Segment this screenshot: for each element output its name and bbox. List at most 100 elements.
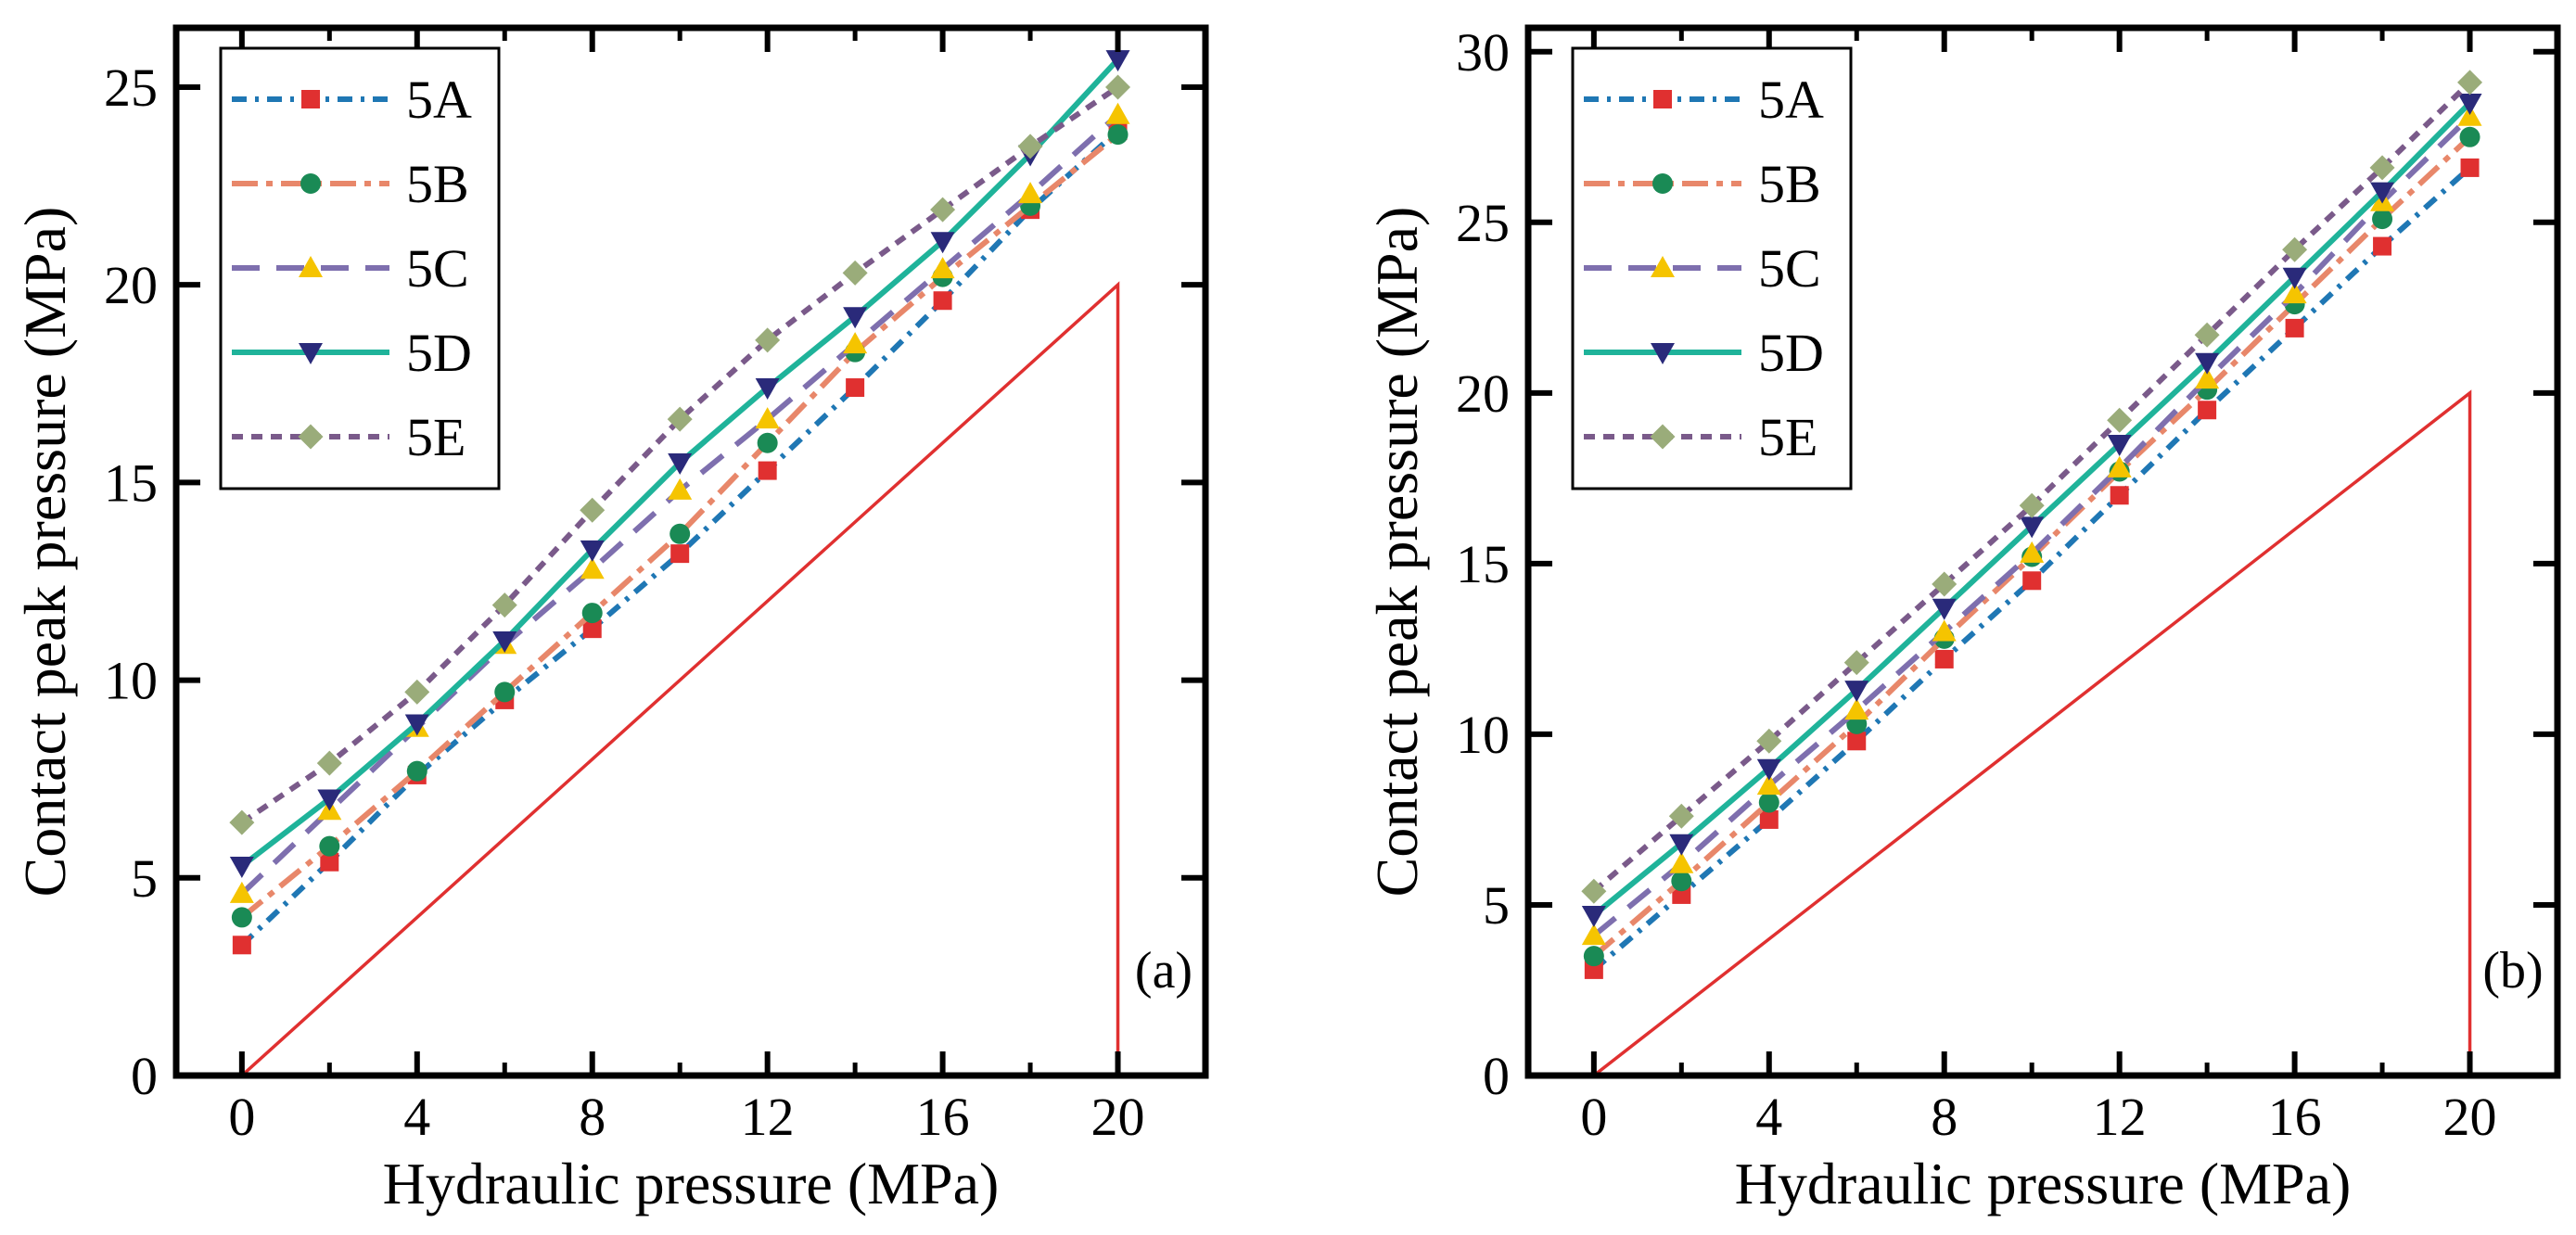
data-point-5D bbox=[1105, 50, 1130, 72]
data-point-5D bbox=[843, 307, 868, 329]
data-point-5A bbox=[2022, 571, 2042, 591]
data-point-5D bbox=[492, 630, 517, 653]
legend-label-5B: 5B bbox=[1758, 154, 1821, 214]
legend-label-5D: 5D bbox=[1758, 323, 1824, 383]
reference-line-b bbox=[1592, 389, 2472, 1076]
legend-label-5A: 5A bbox=[1758, 70, 1824, 130]
data-point-5D bbox=[580, 540, 605, 562]
data-point-5D bbox=[1844, 681, 1869, 703]
legend-label-5E: 5E bbox=[1758, 407, 1817, 467]
series-line-5A bbox=[1591, 165, 2472, 973]
legend-box-a bbox=[219, 46, 501, 490]
y-tick-label: 0 bbox=[131, 1046, 158, 1106]
data-point-5A bbox=[846, 378, 865, 398]
data-point-5D bbox=[1756, 758, 1781, 781]
data-point-5B bbox=[2372, 209, 2393, 230]
data-point-5D bbox=[404, 714, 429, 736]
data-point-5C bbox=[1669, 851, 1694, 873]
legend-marker-5A bbox=[301, 90, 320, 108]
data-point-5A bbox=[2373, 236, 2392, 256]
legend-label-5A: 5A bbox=[406, 70, 472, 130]
chart-panel-a: 0 4 8 12 16 20 0 5 10 15 20 25 5A 5B 5C 5D 5E (a) Hydra… bbox=[12, 24, 1209, 1216]
data-point-5A bbox=[2198, 401, 2217, 420]
x-tick-label: 4 bbox=[1755, 1087, 1782, 1147]
data-point-5E bbox=[404, 679, 430, 705]
data-point-5B bbox=[1583, 946, 1604, 967]
data-point-5C bbox=[2282, 282, 2307, 304]
y-tick-label: 20 bbox=[104, 255, 158, 315]
legend-marker-5E bbox=[298, 424, 324, 450]
y-tick-label: 10 bbox=[1456, 705, 1510, 765]
data-point-5E bbox=[229, 809, 255, 835]
y-tick-label: 15 bbox=[104, 452, 158, 513]
data-point-5C bbox=[2107, 455, 2132, 477]
legend-label-5C: 5C bbox=[406, 238, 469, 299]
legend-marker-5B bbox=[300, 173, 321, 194]
panel-label-b: (b) bbox=[2482, 942, 2543, 999]
data-point-5D bbox=[317, 789, 342, 811]
data-point-5C bbox=[930, 257, 955, 279]
data-point-5D bbox=[1581, 906, 1606, 928]
data-point-5B bbox=[406, 760, 427, 782]
data-point-5A bbox=[758, 461, 777, 480]
legend-marker-5B bbox=[1652, 173, 1673, 194]
x-tick-label: 16 bbox=[916, 1087, 970, 1147]
data-point-5A bbox=[1934, 649, 1954, 668]
x-tick-label: 0 bbox=[1580, 1087, 1607, 1147]
data-point-5A bbox=[670, 544, 690, 564]
data-point-5A bbox=[2110, 486, 2129, 505]
x-axis-label-a: Hydraulic pressure (MPa) bbox=[383, 1151, 1000, 1216]
data-point-5D bbox=[1669, 834, 1694, 856]
data-point-5D bbox=[930, 232, 955, 254]
y-tick-label: 25 bbox=[1456, 193, 1510, 253]
data-point-5E bbox=[1668, 803, 1694, 829]
chart-panel-b: 0 4 8 12 16 20 0 5 10 15 20 25 30 5A 5B 5C 5D 5E (b) Hyd… bbox=[1364, 22, 2561, 1216]
y-tick-label: 30 bbox=[1456, 22, 1510, 83]
data-point-5B bbox=[231, 907, 252, 928]
legend-marker-5C bbox=[299, 256, 323, 277]
data-point-5D bbox=[668, 453, 693, 476]
data-point-5A bbox=[582, 619, 602, 639]
data-point-5E bbox=[1932, 571, 1958, 597]
reference-line-a bbox=[240, 281, 1120, 1076]
data-point-5B bbox=[581, 603, 603, 624]
data-point-5E bbox=[2194, 322, 2220, 348]
data-point-5E bbox=[491, 592, 517, 618]
data-point-5A bbox=[1847, 732, 1867, 751]
data-point-5A bbox=[320, 852, 339, 872]
y-tick-label: 10 bbox=[104, 651, 158, 711]
x-tick-label: 4 bbox=[403, 1087, 430, 1147]
data-point-5E bbox=[755, 327, 781, 353]
data-point-5E bbox=[930, 197, 956, 223]
y-tick-label: 0 bbox=[1483, 1046, 1510, 1106]
legend-box-b bbox=[1571, 46, 1853, 490]
data-point-5C bbox=[1844, 698, 1869, 720]
data-point-5D bbox=[2195, 352, 2220, 375]
data-point-5A bbox=[2460, 158, 2480, 177]
data-point-5A bbox=[933, 291, 952, 311]
data-point-5D bbox=[2282, 267, 2307, 289]
data-point-5C bbox=[1018, 182, 1043, 204]
y-tick-label: 20 bbox=[1456, 363, 1510, 424]
data-point-5E bbox=[2019, 492, 2045, 518]
x-tick-label: 12 bbox=[2093, 1087, 2147, 1147]
data-point-5B bbox=[494, 681, 516, 703]
data-point-5E bbox=[580, 497, 606, 523]
y-axis-label-b: Contact peak pressure (MPa) bbox=[1364, 207, 1430, 898]
x-tick-label: 12 bbox=[741, 1087, 795, 1147]
data-point-5C bbox=[2020, 541, 2045, 563]
x-axis-label-b: Hydraulic pressure (MPa) bbox=[1735, 1151, 2352, 1216]
data-point-5D bbox=[2457, 93, 2482, 115]
data-point-5B bbox=[1758, 792, 1779, 813]
data-point-5E bbox=[842, 260, 868, 286]
legend-marker-5D bbox=[1651, 343, 1675, 364]
legend-marker-5A bbox=[1653, 90, 1672, 108]
plot-frame-b bbox=[1524, 24, 2561, 1079]
data-point-5B bbox=[757, 432, 778, 453]
data-point-5E bbox=[2282, 236, 2308, 262]
data-point-5C bbox=[229, 881, 254, 903]
data-point-5E bbox=[1105, 74, 1131, 100]
x-tick-label: 8 bbox=[1931, 1087, 1958, 1147]
legend-label-5C: 5C bbox=[1758, 238, 1821, 299]
